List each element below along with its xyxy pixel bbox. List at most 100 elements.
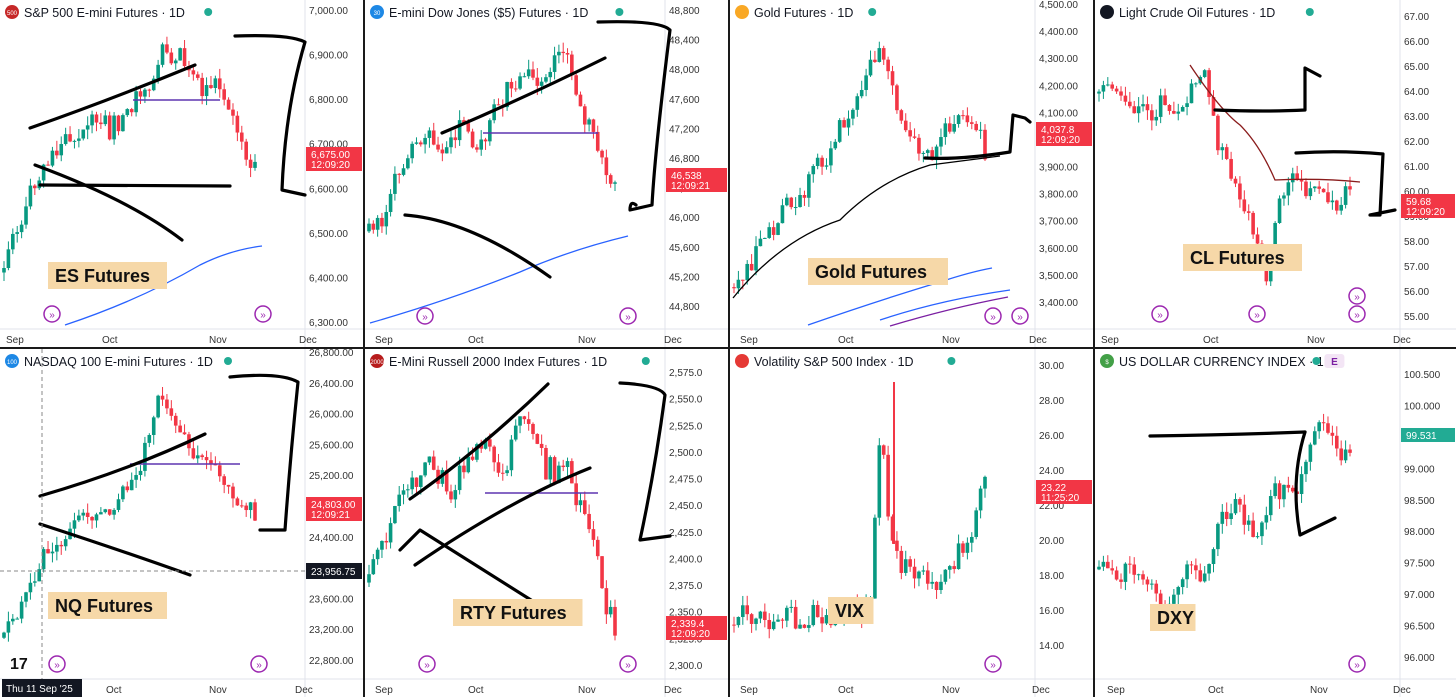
chart-panel-ym[interactable]: 48,80048,40048,00047,60047,20046,80046,4… — [365, 0, 728, 347]
chart-action-button[interactable] — [984, 307, 1002, 325]
candle-body — [160, 395, 165, 400]
candle-body — [802, 624, 807, 628]
candle-body — [81, 129, 86, 139]
candle-body — [535, 77, 540, 86]
x-tick-label: Sep — [375, 335, 393, 346]
chart-action-button[interactable] — [1011, 307, 1029, 325]
candle-body — [552, 457, 557, 484]
candle-body — [1339, 448, 1343, 461]
candle-body — [758, 611, 763, 619]
candle-body — [1317, 186, 1321, 189]
candle-body — [793, 207, 798, 209]
chart-panel-cl[interactable]: 67.00 66.00 65.00 64.00 63.00 62.00 61.00 60.00… — [1095, 0, 1456, 347]
candle-body — [213, 464, 218, 466]
candle-body — [1176, 111, 1181, 114]
y-tick-label: 62.00 — [1404, 137, 1429, 148]
chart-action-button[interactable] — [619, 655, 637, 673]
x-tick-label: Nov — [209, 335, 227, 346]
chart-action-button[interactable] — [250, 655, 268, 673]
chart-title: NASDAQ 100 E-mini Futures · 1D — [24, 355, 213, 369]
lightning-icon: » — [990, 660, 996, 671]
chart-action-button[interactable] — [48, 655, 66, 673]
y-tick-label: 14.00 — [1039, 641, 1064, 652]
candle-body — [600, 556, 604, 589]
y-tick-label: 97.000 — [1404, 590, 1435, 601]
chart-action-button[interactable] — [1348, 287, 1366, 305]
chart-action-button[interactable] — [984, 655, 1002, 673]
chart-panel-rty[interactable]: 2,575.0 2,550.0 2,525.0 2,500.0 2,475.0 2,450… — [365, 349, 728, 697]
candle-body — [895, 540, 899, 551]
y-tick-label: 46,800 — [669, 154, 700, 165]
y-tick-label: 24.00 — [1039, 466, 1064, 477]
candle-body — [785, 607, 789, 621]
y-tick-label: 6,800.00 — [309, 95, 348, 106]
x-tick-label: Dec — [1032, 685, 1050, 696]
chart-action-button[interactable] — [254, 305, 272, 323]
chart-panel-es[interactable]: 7,000.00 6,900.00 6,800.00 6,700.00 6,600.00… — [0, 0, 363, 347]
candle-body — [406, 158, 410, 169]
candle-body — [565, 461, 570, 468]
chart-action-button[interactable] — [1248, 305, 1266, 323]
candle-body — [903, 559, 908, 573]
candle-body — [1255, 536, 1260, 538]
candle-body — [1194, 83, 1198, 85]
y-tick-label: 6,900.00 — [309, 51, 348, 62]
trendline-annotation — [228, 373, 300, 532]
candle-body — [24, 206, 28, 225]
candle-body — [561, 51, 566, 54]
candle-body — [912, 136, 917, 138]
candle-body — [921, 152, 926, 154]
candle-body — [1119, 91, 1123, 96]
chart-panel-gc[interactable]: 4,500.00 4,400.00 4,300.00 4,200.00 4,100.00… — [730, 0, 1093, 347]
y-tick-label: 45,200 — [669, 272, 700, 283]
y-tick-label: 58.00 — [1404, 237, 1429, 248]
candle-body — [1273, 222, 1277, 259]
candle-body — [1180, 106, 1185, 112]
badge — [1324, 354, 1345, 368]
chart-action-button[interactable] — [416, 307, 434, 325]
chart-action-button[interactable] — [1348, 305, 1366, 323]
chart-title: Gold Futures · 1D — [754, 6, 853, 20]
chart-svg: 7,000.00 6,900.00 6,800.00 6,700.00 6,600.00… — [0, 0, 363, 347]
trendline-annotation — [38, 183, 232, 188]
symbol-icon-text: 2000 — [370, 360, 384, 366]
candle-body — [99, 122, 103, 125]
x-tick-label: Nov — [942, 685, 960, 696]
lightning-icon: » — [625, 660, 631, 671]
candle-body — [475, 147, 479, 150]
candle-body — [500, 472, 505, 474]
candle-body — [509, 439, 514, 471]
chart-panel-dxy[interactable]: 100.500100.00099.50099.00098.50098.00097… — [1095, 349, 1456, 697]
last-price: 99.531 — [1406, 431, 1437, 442]
candle-body — [526, 419, 531, 424]
chart-action-button[interactable] — [1348, 655, 1366, 673]
candle-body — [204, 457, 209, 461]
candle-body — [903, 120, 908, 131]
candle-body — [1176, 587, 1181, 595]
candle-body — [767, 227, 772, 238]
market-status-icon — [615, 8, 624, 16]
market-status-icon — [224, 357, 232, 365]
y-tick-label: 2,550.0 — [669, 395, 703, 406]
candle-body — [561, 465, 566, 468]
chart-action-button[interactable] — [1151, 305, 1169, 323]
x-tick-label: Nov — [1310, 685, 1328, 696]
chart-action-button[interactable] — [418, 655, 436, 673]
candle-body — [1326, 192, 1330, 203]
candle-body — [191, 448, 196, 459]
candle-body — [33, 185, 37, 189]
chart-panel-vix[interactable]: 30.00 28.00 26.00 24.00 22.00 20.00 18.00 16.00… — [730, 349, 1093, 697]
candle-body — [371, 223, 376, 230]
candle-body — [129, 109, 134, 113]
chart-panel-nq[interactable]: 26,800.00 26,400.00 26,000.00 25,600.00 25,2… — [0, 349, 363, 697]
candle-body — [548, 457, 553, 480]
candle-body — [789, 606, 794, 608]
candle-body — [103, 509, 108, 513]
chart-tag-bg — [453, 599, 583, 626]
chart-action-button[interactable] — [619, 307, 637, 325]
y-tick-label: 4,100.00 — [1039, 108, 1078, 119]
y-tick-label: 30.00 — [1039, 361, 1064, 372]
candle-body — [608, 606, 613, 615]
candle-body — [195, 74, 200, 78]
chart-action-button[interactable] — [43, 305, 61, 323]
